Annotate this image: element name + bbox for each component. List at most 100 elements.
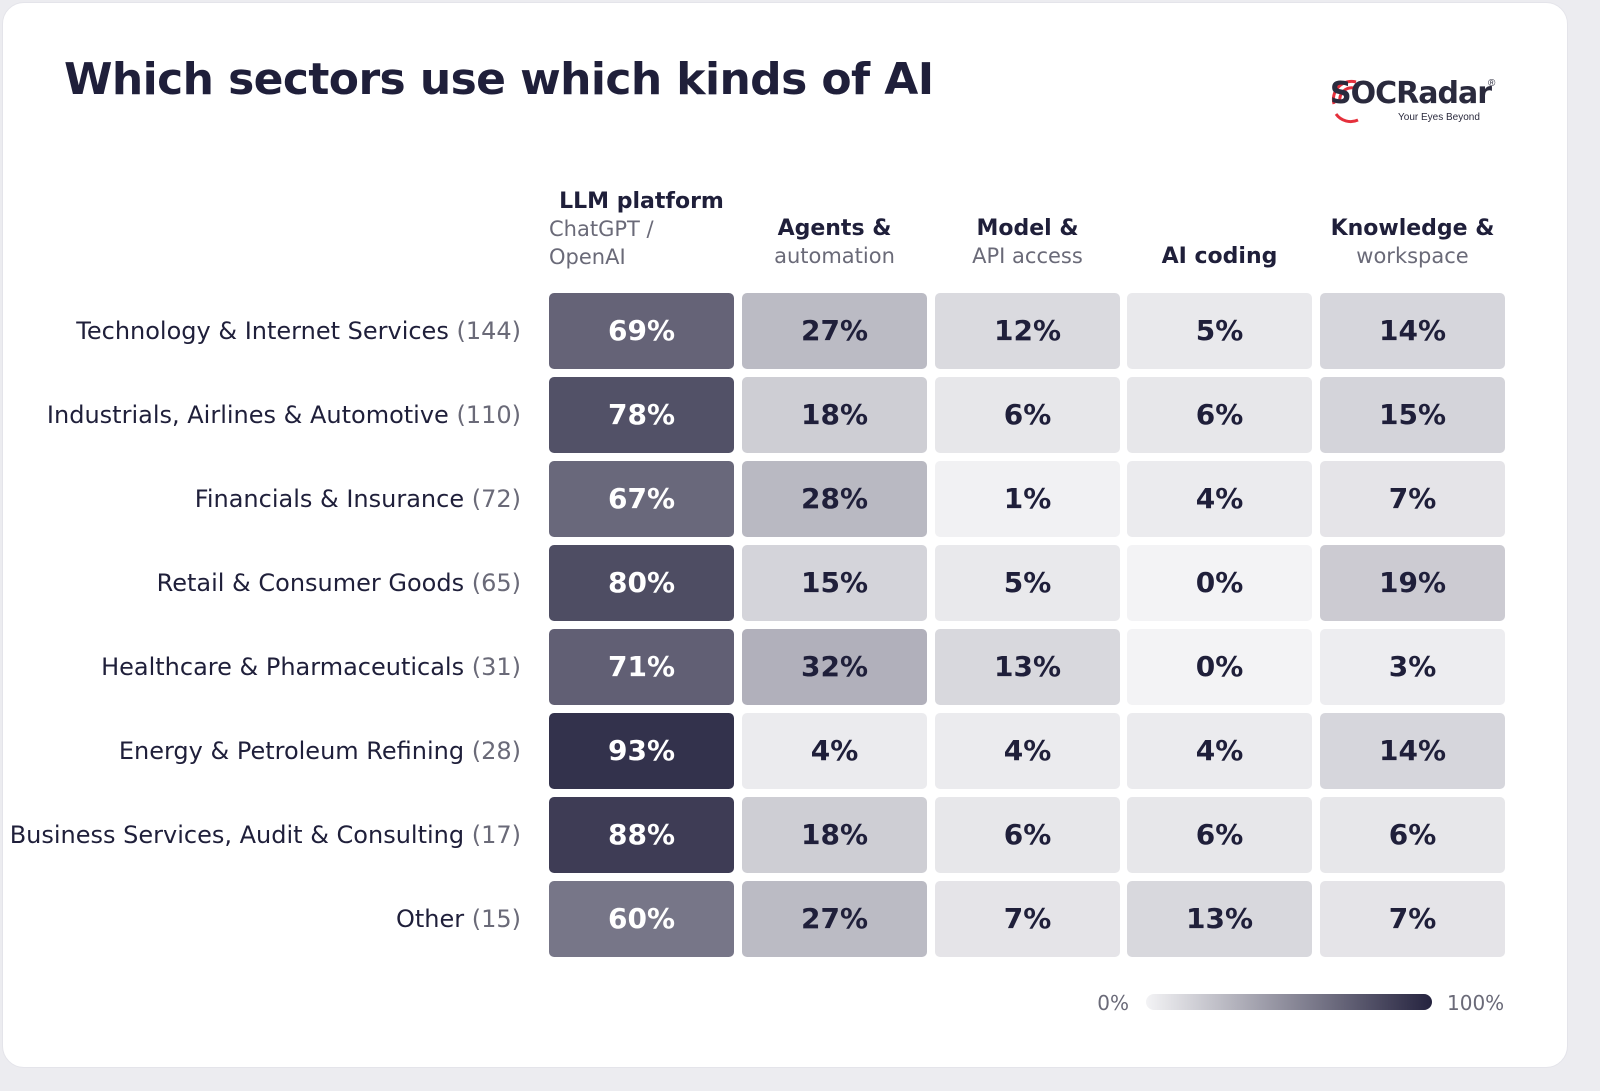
heatmap-cell bbox=[1127, 461, 1312, 537]
row-label: Technology & Internet Services (144) bbox=[75, 317, 521, 345]
heatmap-cell bbox=[1127, 629, 1312, 705]
cell-value-label: 6% bbox=[1196, 818, 1244, 851]
cell-value-label: 6% bbox=[1004, 818, 1052, 851]
heatmap-cell bbox=[935, 797, 1120, 873]
cell-value-label: 15% bbox=[801, 566, 868, 599]
legend-gradient-bar bbox=[1146, 994, 1432, 1010]
cell-value-label: 18% bbox=[801, 398, 868, 431]
cell-value-label: 7% bbox=[1389, 902, 1437, 935]
heatmap-cell bbox=[1127, 377, 1312, 453]
cell-value-label: 7% bbox=[1389, 482, 1437, 515]
cell-value-label: 19% bbox=[1379, 566, 1446, 599]
row-label-name: Other bbox=[396, 905, 472, 933]
heatmap-cell bbox=[1127, 713, 1312, 789]
logo-wordmark: SOCRadar bbox=[1330, 76, 1492, 111]
heatmap-cell bbox=[1320, 881, 1505, 957]
column-headers: LLM platform ChatGPT / OpenAI Agents & autom… bbox=[549, 189, 1494, 269]
heatmap-cell bbox=[935, 461, 1120, 537]
row-label: Retail & Consumer Goods (65) bbox=[157, 569, 521, 597]
row-label-count: (17) bbox=[472, 821, 521, 849]
row-label-count: (65) bbox=[472, 569, 521, 597]
row-label: Business Services, Audit & Consulting (1… bbox=[10, 821, 521, 849]
cell-value-label: 4% bbox=[1196, 482, 1244, 515]
row-label: Industrials, Airlines & Automotive (110) bbox=[47, 401, 521, 429]
cell-value-label: 80% bbox=[608, 566, 675, 599]
cell-value-label: 5% bbox=[1196, 314, 1244, 347]
cell-value-label: 60% bbox=[608, 902, 675, 935]
heatmap-cell bbox=[549, 881, 734, 957]
cell-value-label: 4% bbox=[1004, 734, 1052, 767]
heatmap-cell bbox=[1320, 797, 1505, 873]
cell-value-label: 0% bbox=[1196, 650, 1244, 683]
heatmap-cell bbox=[1320, 293, 1505, 369]
cell-value-label: 78% bbox=[608, 398, 675, 431]
column-header: Knowledge & bbox=[1331, 216, 1495, 241]
heatmap-cell bbox=[1320, 377, 1505, 453]
column-subheader: ChatGPT / bbox=[549, 217, 655, 241]
column-subheader: automation bbox=[774, 244, 895, 268]
heatmap-cell bbox=[549, 629, 734, 705]
heatmap-cell bbox=[935, 293, 1120, 369]
legend-min-label: 0% bbox=[1097, 991, 1129, 1015]
cell-value-label: 0% bbox=[1196, 566, 1244, 599]
chart-title: Which sectors use which kinds of AI bbox=[64, 54, 934, 105]
cell-value-label: 88% bbox=[608, 818, 675, 851]
row-label-count: (15) bbox=[472, 905, 521, 933]
cell-value-label: 32% bbox=[801, 650, 868, 683]
heatmap-cell bbox=[549, 713, 734, 789]
heatmap-cell bbox=[742, 629, 927, 705]
column-header: Agents & bbox=[778, 216, 892, 241]
cell-value-label: 93% bbox=[608, 734, 675, 767]
column-subheader: OpenAI bbox=[549, 245, 626, 269]
row-label: Energy & Petroleum Refining (28) bbox=[119, 737, 521, 765]
cell-value-label: 27% bbox=[801, 314, 868, 347]
row-labels: Technology & Internet Services (144) Indu… bbox=[10, 317, 521, 933]
heatmap-cell bbox=[1320, 629, 1505, 705]
row-label-name: Industrials, Airlines & Automotive bbox=[47, 401, 457, 429]
cell-value-label: 1% bbox=[1004, 482, 1052, 515]
heatmap-cell bbox=[549, 461, 734, 537]
heatmap-cell bbox=[742, 881, 927, 957]
heatmap-cell bbox=[742, 713, 927, 789]
heatmap-cell bbox=[549, 797, 734, 873]
cell-value-label: 69% bbox=[608, 314, 675, 347]
cell-value-label: 18% bbox=[801, 818, 868, 851]
row-label-name: Technology & Internet Services bbox=[75, 317, 456, 345]
row-label-name: Retail & Consumer Goods bbox=[157, 569, 472, 597]
cell-value-label: 7% bbox=[1004, 902, 1052, 935]
cell-value-label: 4% bbox=[811, 734, 859, 767]
logo-tagline: Your Eyes Beyond bbox=[1398, 112, 1480, 123]
cell-value-label: 6% bbox=[1389, 818, 1437, 851]
radar-waves-icon bbox=[1331, 79, 1359, 124]
heatmap-cell bbox=[742, 797, 927, 873]
heatmap-cell bbox=[935, 377, 1120, 453]
column-header-llm-platform: LLM platform bbox=[559, 189, 724, 214]
cell-value-label: 13% bbox=[994, 650, 1061, 683]
row-label-name: Business Services, Audit & Consulting bbox=[10, 821, 472, 849]
row-label-count: (110) bbox=[456, 401, 521, 429]
heatmap-cell bbox=[549, 545, 734, 621]
row-label: Other (15) bbox=[396, 905, 521, 933]
row-label-count: (144) bbox=[456, 317, 521, 345]
heatmap-cell bbox=[935, 881, 1120, 957]
heatmap-cell bbox=[1320, 461, 1505, 537]
cell-value-label: 13% bbox=[1186, 902, 1253, 935]
heatmap-cell bbox=[1127, 881, 1312, 957]
heatmap-cell bbox=[935, 545, 1120, 621]
heatmap-cell bbox=[742, 545, 927, 621]
cell-value-label: 15% bbox=[1379, 398, 1446, 431]
row-label-count: (31) bbox=[472, 653, 521, 681]
heatmap-cell bbox=[742, 293, 927, 369]
cell-value-label: 71% bbox=[608, 650, 675, 683]
row-label-count: (28) bbox=[472, 737, 521, 765]
legend-max-label: 100% bbox=[1447, 991, 1504, 1015]
row-label-name: Healthcare & Pharmaceuticals bbox=[101, 653, 472, 681]
socradar-logo: SOCRadar ® Your Eyes Beyond bbox=[1330, 72, 1510, 128]
column-header: AI coding bbox=[1162, 244, 1278, 269]
heatmap-cell bbox=[1127, 293, 1312, 369]
cell-value-label: 27% bbox=[801, 902, 868, 935]
color-scale-legend: 0% 100% bbox=[1097, 991, 1504, 1015]
heatmap-cell bbox=[1127, 545, 1312, 621]
heatmap-cell bbox=[1127, 797, 1312, 873]
